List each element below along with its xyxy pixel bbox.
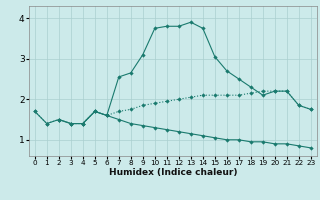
X-axis label: Humidex (Indice chaleur): Humidex (Indice chaleur) [108, 168, 237, 177]
